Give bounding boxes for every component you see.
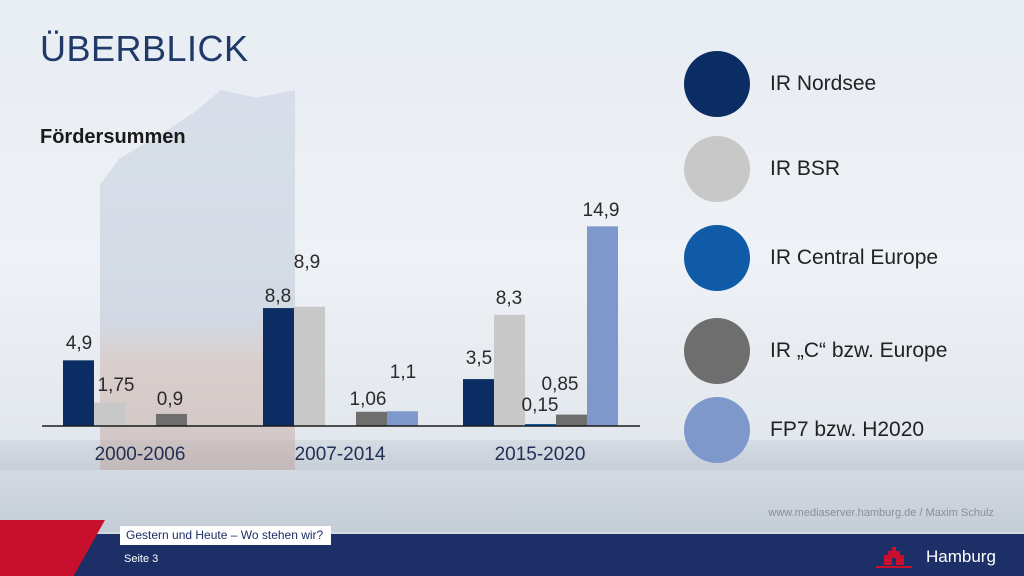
data-label: 8,9: [294, 252, 320, 273]
legend-swatch: [684, 318, 750, 384]
category-label: 2007-2014: [295, 444, 386, 465]
data-label: 0,9: [157, 389, 183, 410]
image-credit: www.mediaserver.hamburg.de / Maxim Schul…: [768, 507, 994, 519]
bar: [263, 308, 294, 426]
data-label: 1,06: [350, 389, 387, 410]
slide-title: ÜBERBLICK: [40, 28, 249, 69]
data-label: 4,9: [66, 333, 92, 354]
category-label: 2000-2006: [95, 444, 186, 465]
legend-label: IR Central Europe: [770, 246, 939, 269]
data-label: 0,15: [522, 395, 559, 416]
bar: [525, 423, 556, 426]
bar: [387, 411, 418, 426]
data-label: 8,3: [496, 288, 522, 309]
bar: [494, 314, 525, 426]
bar: [587, 226, 618, 426]
bar: [356, 411, 387, 426]
background-water: [0, 470, 1024, 532]
data-label: 14,9: [583, 200, 620, 221]
legend-swatch: [684, 136, 750, 202]
data-label: 0,85: [542, 374, 579, 395]
bar: [63, 360, 94, 426]
legend-swatch: [684, 51, 750, 117]
legend-swatch: [684, 225, 750, 291]
legend-label: IR BSR: [770, 157, 841, 180]
data-label: 3,5: [466, 348, 492, 369]
data-label: 1,1: [390, 362, 416, 383]
data-label: 1,75: [98, 375, 135, 396]
background-building: [100, 90, 295, 470]
bar: [294, 306, 325, 426]
category-label: 2015-2020: [495, 444, 586, 465]
hamburg-castle-icon: [876, 547, 912, 568]
bar: [556, 414, 587, 426]
legend-label: IR „C“ bzw. Europe: [770, 339, 948, 362]
hamburg-logo-text: Hamburg: [926, 547, 996, 566]
bar: [463, 379, 494, 426]
bar: [94, 402, 125, 426]
legend-label: FP7 bzw. H2020: [770, 418, 925, 441]
data-label: 8,8: [265, 286, 291, 307]
legend-swatch: [684, 397, 750, 463]
page-number: Seite 3: [124, 553, 159, 565]
footer-section-label: Gestern und Heute – Wo stehen wir?: [120, 526, 332, 546]
bar: [156, 413, 187, 426]
slide-subtitle: Fördersummen: [40, 126, 186, 148]
legend-label: IR Nordsee: [770, 72, 877, 95]
